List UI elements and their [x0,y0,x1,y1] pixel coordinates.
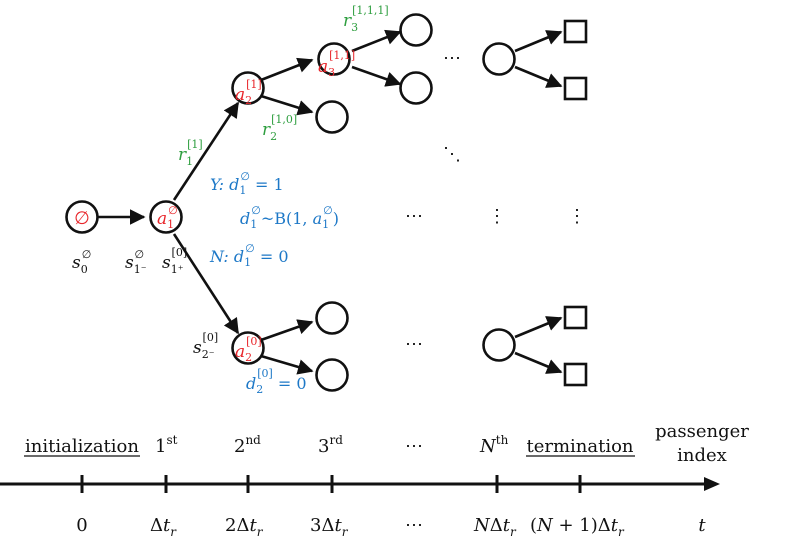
timeline-arrowhead [704,477,720,491]
node-110 [399,71,433,105]
a2-0-label: a2[0] [235,335,262,364]
state-s1-plus-label: s1⁺[0] [162,246,187,276]
leaf-10-node [315,100,349,134]
a3-11-label: a3[1,1] [318,49,355,79]
edge-nth-top-to-term-b [514,65,563,88]
axis-title-line2: index [677,445,727,466]
tick-label-n-plus-1: (N + 1)Δtr [530,515,625,539]
phase-second: 2nd [234,433,261,457]
phase-termination: termination [526,436,633,457]
ellipsis-bottom: ⋯ [405,334,423,355]
a1-node [149,200,183,234]
edge-a2-0-to-leaf-00 [260,354,314,375]
edge-a1-to-a2-0 [172,233,240,335]
tick-label-2: 2Δtr [225,515,264,539]
edge-a3-11-to-node-110 [351,65,402,87]
a2-1-node [231,71,265,105]
edge-nth-bottom-to-term-b [514,351,563,374]
reward-r1-label: r1[1] [178,138,203,168]
state-s2-minus-label: s2⁻[0] [193,331,218,361]
phase-third: 3rd [318,433,343,457]
edge-nth-bottom-to-term-a [514,316,563,339]
axis-title-line1: passenger [655,421,749,442]
a2-0-node [231,331,265,365]
edge-a2-0-to-leaf-01 [260,319,314,342]
node-111 [399,13,433,47]
phase-nth: Nth [479,433,509,457]
edge-a2-1-to-a3-11 [260,57,314,82]
ellipsis-diagonal: ⋱ [443,144,461,165]
vertical-ellipsis-nth: ⋮ [488,206,506,227]
terminal-square-bottom-a [563,305,588,330]
timeline: initialization 1st 2nd 3rd ⋯ Nth termina… [0,421,749,539]
leaf-01-node [315,301,349,335]
tick-label-n: NΔtr [473,515,517,539]
terminal-square-bottom-b [563,362,588,387]
edge-nth-top-to-term-a [514,30,563,53]
tick-label-3: 3Δtr [310,515,349,539]
reward-r3-label: r3[1,1,1] [343,4,389,34]
phase-dots: ⋯ [405,436,423,457]
phase-first: 1st [155,433,178,457]
reward-r2-label: r2[1,0] [262,113,297,143]
nth-bottom-node [482,328,516,362]
tick-label-1: Δtr [150,515,177,539]
axis-variable-t: t [698,515,706,536]
edge-a2-1-to-leaf-10 [260,94,314,116]
decision-yes-label: Y: d1∅ = 1 [210,170,284,197]
decision-distribution-label: d1∅~B(1, a1∅) [240,204,339,231]
a1-label: a1∅ [157,204,178,231]
ellipsis-top: ⋯ [443,48,461,69]
leaf-00-node [315,358,349,392]
terminal-square-top-b [563,76,588,101]
state-s1-minus-label: s1⁻∅ [125,248,147,276]
tree-edges [98,29,563,375]
edge-a1-to-a2-1 [172,101,240,201]
vertical-ellipsis-termination: ⋮ [568,206,586,227]
a2-1-label: a2[1] [235,78,262,107]
a3-11-node [317,42,351,76]
ellipsis-middle: ⋯ [405,206,423,227]
phase-initialization: initialization [25,436,139,457]
decision-d2-label: d2[0] = 0 [246,367,307,396]
nth-top-node [482,42,516,76]
decision-no-label: N: d1∅ = 0 [209,242,289,269]
tree-nodes [65,13,588,392]
tick-label-0: 0 [76,515,87,536]
edge-a3-11-to-node-111 [351,29,402,53]
root-node [65,200,99,234]
terminal-square-top-a [563,19,588,44]
state-s0-label: s0∅ [72,248,91,276]
tick-label-dots: ⋯ [405,515,423,536]
root-label: ∅ [74,208,90,229]
